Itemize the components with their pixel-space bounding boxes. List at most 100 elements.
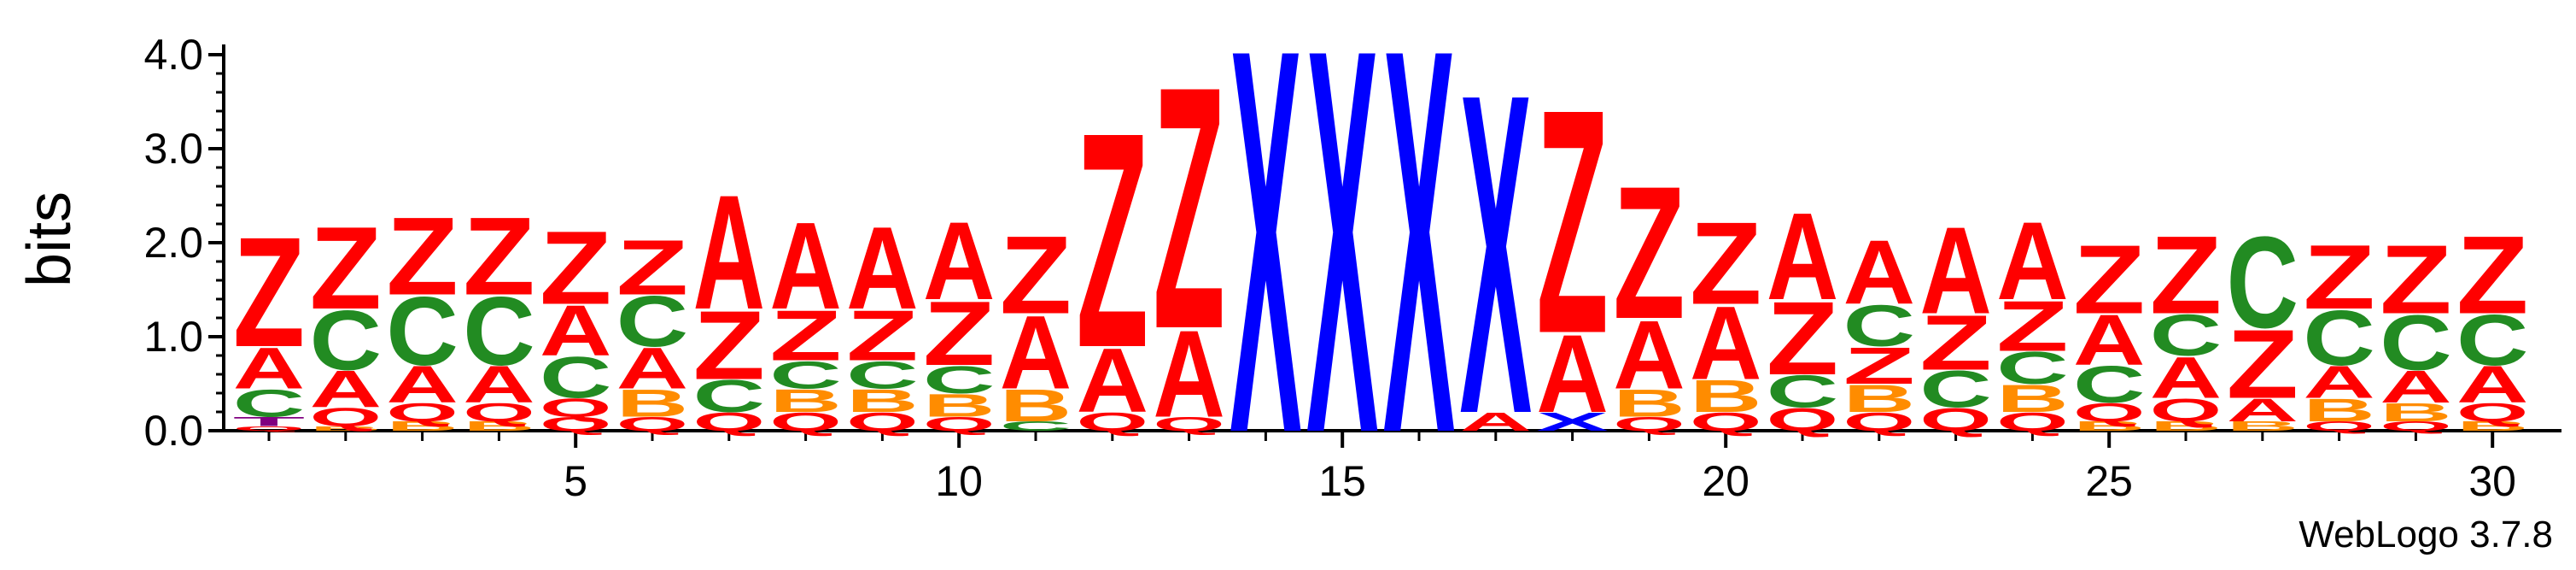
logo-glyph-q: Q [463,397,534,426]
logo-glyph-a: A [846,203,918,334]
logo-glyph-z: Z [463,195,534,318]
logo-glyph-a: A [233,336,305,402]
logo-glyph-c: C [310,293,382,388]
logo-glyph-t: T [233,414,305,429]
logo-glyph-z: Z [2150,214,2222,337]
logo-glyph-q: Q [540,393,611,422]
logo-glyph-a: A [2303,357,2374,408]
logo-glyph-a: A [540,291,611,371]
logo-glyph-x: X [1306,0,1379,548]
logo-glyph-a: A [1613,300,1685,410]
y-tick-label: 0.0 [143,407,203,455]
logo-glyph-c: C [2073,356,2145,414]
logo-glyph-c: C [616,281,688,361]
logo-glyph-z: Z [540,209,611,326]
logo-glyph-q: Q [616,413,688,435]
logo-glyph-z: Z [616,224,688,311]
logo-glyph-stacks: QTCAZBQACZBQACZBQACZQQCAZQBACZQCZAQBCZAQ… [233,0,2529,548]
logo-glyph-q: Q [1996,407,2068,436]
logo-glyph-q: Q [1613,413,1685,435]
logo-glyph-b: B [2456,419,2528,433]
logo-glyph-q: Q [310,403,382,432]
logo-glyph-a: A [2150,345,2222,411]
logo-glyph-z: Z [2303,226,2374,328]
logo-glyph-q: Q [2150,392,2222,429]
logo-glyph-z: Z [2380,225,2451,334]
logo-glyph-z: Z [846,296,918,376]
logo-glyph-q: Q [2456,397,2528,426]
logo-glyph-b: B [1996,377,2068,420]
logo-glyph-z: Z [769,296,841,376]
logo-glyph-a: A [1767,187,1838,326]
x-tick-label: 20 [1702,457,1749,505]
logo-glyph-c: C [2380,299,2451,386]
logo-glyph-x: X [1460,0,1533,509]
logo-glyph-c: C [923,358,995,402]
logo-glyph-c: C [1843,293,1915,359]
logo-glyph-q: Q [2073,397,2145,426]
logo-glyph-b: B [2303,392,2374,429]
logo-glyph-a: A [1077,330,1148,432]
x-tick-label: 5 [564,457,587,505]
logo-glyph-c: C [463,276,534,386]
logo-glyph-q: Q [846,407,918,436]
y-tick-label: 2.0 [143,219,203,267]
logo-glyph-z: Z [1919,299,1991,386]
logo-glyph-b: B [2150,419,2222,433]
logo-glyph-b: B [463,419,534,433]
logo-glyph-a: A [2380,361,2451,412]
x-axis: 5 10 15 20 25 30 [224,429,2561,505]
logo-glyph-q: Q [1919,402,1991,438]
weblogo-version-label: WebLogo 3.7.8 [2299,514,2553,555]
logo-glyph-q: Q [2303,419,2374,433]
logo-glyph-c: C [2227,209,2299,356]
logo-glyph-b: B [1690,371,1761,421]
logo-glyph-b: B [769,383,841,420]
logo-glyph-z: Z [1077,68,1148,411]
logo-glyph-a: A [616,336,688,402]
logo-glyph-a: A [1919,201,1991,339]
logo-glyph-z: Z [386,195,458,318]
logo-glyph-z: Z [923,283,995,385]
logo-glyph-a: A [2227,392,2299,429]
logo-glyph-x: X [1383,0,1456,548]
logo-glyph-c: C [233,381,305,425]
logo-glyph-a: A [2073,300,2145,380]
logo-glyph-z: Z [1690,198,1761,330]
y-axis: 0.0 1.0 2.0 3.0 4.0 [143,31,225,455]
logo-glyph-z: Z [1843,337,1915,396]
logo-glyph-q: Q [1843,407,1915,436]
logo-glyph-b: B [386,419,458,433]
y-tick-label: 3.0 [143,125,203,173]
logo-glyph-q: Q [1767,402,1838,438]
logo-glyph-c: C [1767,367,1838,417]
logo-glyph-c: C [2150,303,2222,368]
logo-glyph-q: Q [2380,419,2451,433]
logo-glyph-z: Z [1996,286,2068,367]
logo-glyph-q: Q [923,413,995,435]
logo-glyph-a: A [2456,356,2528,414]
logo-glyph-a: A [1843,221,1915,323]
logo-glyph-z: Z [2073,225,2145,334]
logo-glyph-b: B [2227,419,2299,433]
logo-glyph-a: A [693,162,765,344]
logo-glyph-a: A [1996,199,2068,323]
logo-glyph-z: Z [1000,214,1072,337]
logo-glyph-z: Z [1767,279,1838,397]
logo-glyph-a: A [1153,304,1224,443]
x-tick-label: 30 [2468,457,2516,505]
logo-glyph-b: B [1000,380,1072,431]
logo-glyph-c: C [769,353,841,397]
logo-glyph-a: A [310,360,382,418]
logo-glyph-z: Z [310,203,382,334]
logo-glyph-c: C [846,353,918,397]
logo-glyph-x: X [1536,407,1608,436]
logo-glyph-q: Q [693,407,765,436]
logo-glyph-c: C [540,345,611,411]
logo-glyph-b: B [1613,381,1685,425]
logo-glyph-b: B [310,425,382,432]
logo-glyph-c: C [2456,300,2528,380]
logo-glyph-a: A [923,199,995,323]
logo-glyph-a: A [463,356,534,414]
